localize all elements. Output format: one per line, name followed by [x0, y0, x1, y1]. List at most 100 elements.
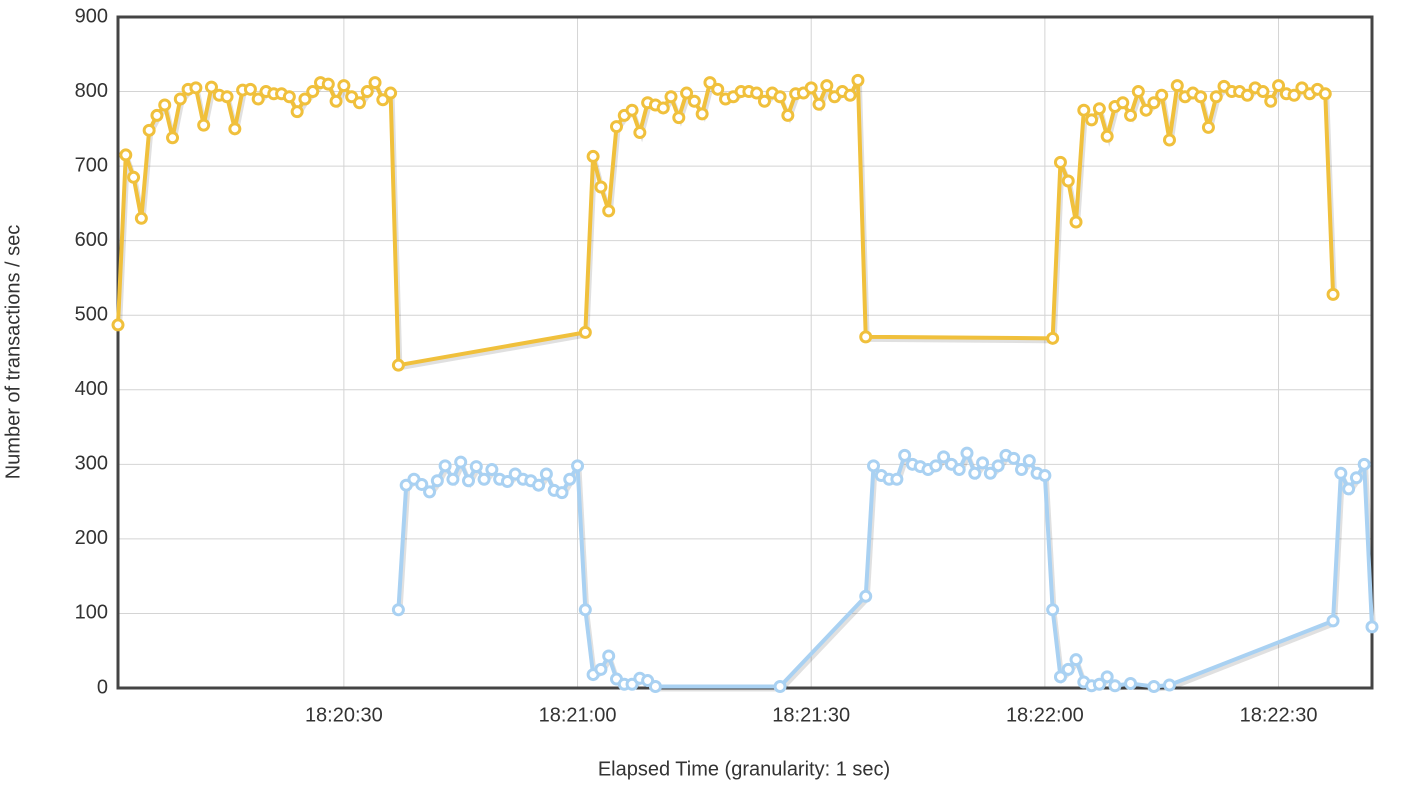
data-point [625, 103, 639, 117]
data-point [1038, 469, 1052, 483]
data-point [173, 92, 187, 106]
data-point [1077, 103, 1091, 117]
data-point [391, 603, 405, 617]
data-point [282, 90, 296, 104]
data-point [1092, 677, 1106, 691]
data-point [1046, 331, 1060, 345]
data-point [251, 92, 265, 106]
data-point [851, 73, 865, 87]
data-point [578, 325, 592, 339]
data-point [960, 446, 974, 460]
data-point [1342, 482, 1356, 496]
data-point [820, 79, 834, 93]
data-point [563, 472, 577, 486]
data-point [384, 86, 398, 100]
series-shadow [398, 451, 1376, 692]
data-point [1069, 215, 1083, 229]
data-point [150, 108, 164, 122]
data-point [680, 86, 694, 100]
data-point [189, 81, 203, 95]
data-point [1139, 103, 1153, 117]
data-point [1108, 679, 1122, 693]
data-point [1272, 79, 1286, 93]
data-point [119, 148, 133, 162]
data-point [890, 472, 904, 486]
y-tick-label: 900 [75, 5, 108, 27]
data-point [220, 90, 234, 104]
data-point [158, 98, 172, 112]
data-point [142, 123, 156, 137]
data-point [228, 122, 242, 136]
data-point [360, 85, 374, 99]
y-tick-label: 800 [75, 80, 108, 102]
data-point [1022, 454, 1036, 468]
data-point [485, 463, 499, 477]
data-point [937, 450, 951, 464]
data-point [656, 101, 670, 115]
data-point [1334, 466, 1348, 480]
data-point [695, 107, 709, 121]
data-point [1015, 463, 1029, 477]
data-point [469, 460, 483, 474]
data-point [329, 94, 343, 108]
data-point [1162, 678, 1176, 692]
x-axis-title: Elapsed Time (granularity: 1 sec) [598, 758, 890, 780]
data-point [1240, 88, 1254, 102]
data-point [111, 318, 125, 332]
data-point [991, 459, 1005, 473]
data-point [1326, 614, 1340, 628]
data-point [594, 180, 608, 194]
data-point [1100, 670, 1114, 684]
data-point [672, 111, 686, 125]
series-shadow [118, 75, 1338, 371]
data-point [454, 455, 468, 469]
series-line [396, 451, 1374, 689]
data-point [134, 211, 148, 225]
data-point [781, 108, 795, 122]
data-point [555, 486, 569, 500]
data-point [711, 82, 725, 96]
data-point [1194, 90, 1208, 104]
data-point [539, 467, 553, 481]
data-point [859, 589, 873, 603]
data-point [204, 80, 218, 94]
data-point [648, 680, 662, 694]
series-line [116, 78, 1336, 368]
data-point [1155, 88, 1169, 102]
y-tick-label: 200 [75, 527, 108, 549]
data-point [1209, 90, 1223, 104]
data-point [321, 77, 335, 91]
data-point [1053, 155, 1067, 169]
data-point [1201, 120, 1215, 134]
data-point [929, 459, 943, 473]
data-point [602, 649, 616, 663]
data-point [446, 472, 460, 486]
data-point [376, 93, 390, 107]
data-point [166, 131, 180, 145]
data-point [952, 463, 966, 477]
data-point [976, 456, 990, 470]
y-tick-label: 500 [75, 304, 108, 326]
data-point [1326, 287, 1340, 301]
data-point [127, 170, 141, 184]
data-point [703, 76, 717, 90]
data-point [602, 204, 616, 218]
data-point [594, 662, 608, 676]
y-tick-label: 400 [75, 378, 108, 400]
data-point [968, 466, 982, 480]
data-point [532, 478, 546, 492]
data-point [500, 474, 514, 488]
data-point [1349, 471, 1363, 485]
data-point [867, 459, 881, 473]
data-point [415, 477, 429, 491]
data-point [1131, 85, 1145, 99]
data-point [664, 90, 678, 104]
data-point [1357, 457, 1371, 471]
data-point [430, 474, 444, 488]
data-point [290, 105, 304, 119]
data-point [1124, 108, 1138, 122]
x-tick-label: 18:22:00 [1006, 704, 1084, 726]
x-tick-label: 18:21:00 [539, 704, 617, 726]
data-point [1162, 133, 1176, 147]
data-point [687, 94, 701, 108]
